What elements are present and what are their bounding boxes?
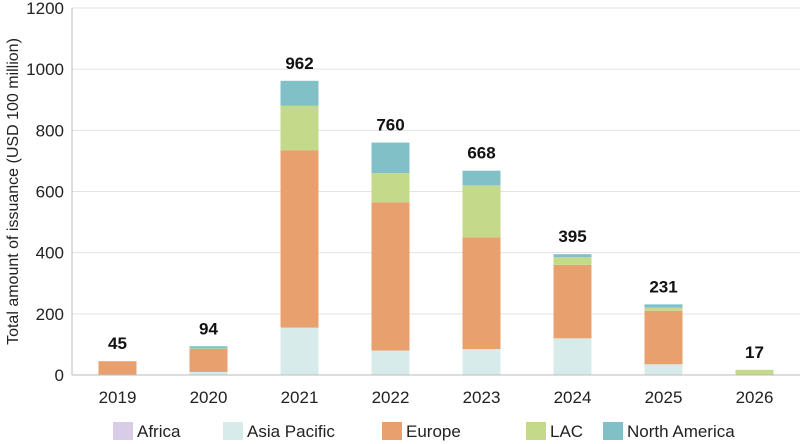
bar-segment-north-america: [644, 304, 683, 308]
bar-segment-lac: [735, 369, 774, 375]
legend-label: North America: [627, 422, 735, 441]
bar-segment-asia-pacific: [189, 371, 228, 375]
bar-total-label: 17: [745, 343, 764, 362]
bar-segment-north-america: [462, 170, 501, 186]
y-axis-label: Total amount of issuance (USD 100 millio…: [5, 38, 22, 345]
bar-segment-lac: [553, 257, 592, 265]
x-tick-label: 2019: [99, 388, 137, 407]
legend-label: Europe: [406, 422, 461, 441]
bar-segment-europe: [98, 361, 137, 375]
legend-label: LAC: [550, 422, 583, 441]
bar-total-label: 94: [199, 319, 218, 338]
bar-segment-europe: [189, 349, 228, 372]
legend-swatch: [382, 422, 402, 440]
bar-segment-asia-pacific: [280, 327, 319, 375]
bar-segment-europe: [462, 237, 501, 350]
bar-segment-europe: [644, 310, 683, 365]
legend-label: Asia Pacific: [247, 422, 335, 441]
bar-segment-europe: [553, 264, 592, 339]
x-tick-label: 2024: [554, 388, 592, 407]
legend-swatch: [603, 422, 623, 440]
bar-segment-north-america: [280, 80, 319, 106]
x-tick-label: 2025: [645, 388, 683, 407]
x-tick-label: 2023: [463, 388, 501, 407]
y-tick-label: 1000: [26, 60, 64, 79]
y-tick-label: 1200: [26, 0, 64, 18]
bar-segment-lac: [189, 348, 228, 350]
x-tick-label: 2026: [736, 388, 774, 407]
bar-total-label: 962: [285, 54, 313, 73]
bar-segment-north-america: [189, 346, 228, 349]
legend: Africa Asia Pacific Europe LAC North America: [113, 422, 735, 441]
bar-segment-north-america: [553, 254, 592, 258]
bar-segment-lac: [644, 307, 683, 311]
labels: 0 200 400 600 800 1000 1200 2019 45 2020 94 2021 962…: [26, 0, 773, 407]
y-tick-label: 200: [36, 305, 64, 324]
bar-segment-asia-pacific: [462, 349, 501, 375]
legend-swatch: [113, 422, 133, 440]
bar-segment-asia-pacific: [553, 338, 592, 375]
axes: [71, 8, 800, 376]
legend-swatch: [526, 422, 546, 440]
y-tick-label: 0: [55, 366, 64, 385]
x-tick-label: 2021: [281, 388, 319, 407]
bar-total-label: 395: [558, 227, 586, 246]
y-tick-label: 600: [36, 183, 64, 202]
grid-lines: [72, 7, 800, 315]
x-tick-label: 2022: [372, 388, 410, 407]
bar-total-label: 668: [467, 144, 495, 163]
bar-segment-north-america: [371, 142, 410, 174]
legend-label: Africa: [137, 422, 181, 441]
y-tick-label: 800: [36, 121, 64, 140]
x-tick-label: 2020: [190, 388, 228, 407]
bar-segment-lac: [462, 185, 501, 238]
bar-segment-lac: [371, 173, 410, 203]
bar-segment-lac: [280, 105, 319, 151]
bar-total-label: 760: [376, 116, 404, 135]
bars: [98, 80, 774, 375]
y-tick-label: 400: [36, 244, 64, 263]
bar-segment-europe: [280, 150, 319, 328]
legend-swatch: [223, 422, 243, 440]
bar-total-label: 231: [649, 277, 677, 296]
bar-segment-asia-pacific: [371, 350, 410, 375]
bar-segment-europe: [371, 202, 410, 351]
bar-segment-asia-pacific: [644, 364, 683, 375]
bar-total-label: 45: [108, 334, 127, 353]
